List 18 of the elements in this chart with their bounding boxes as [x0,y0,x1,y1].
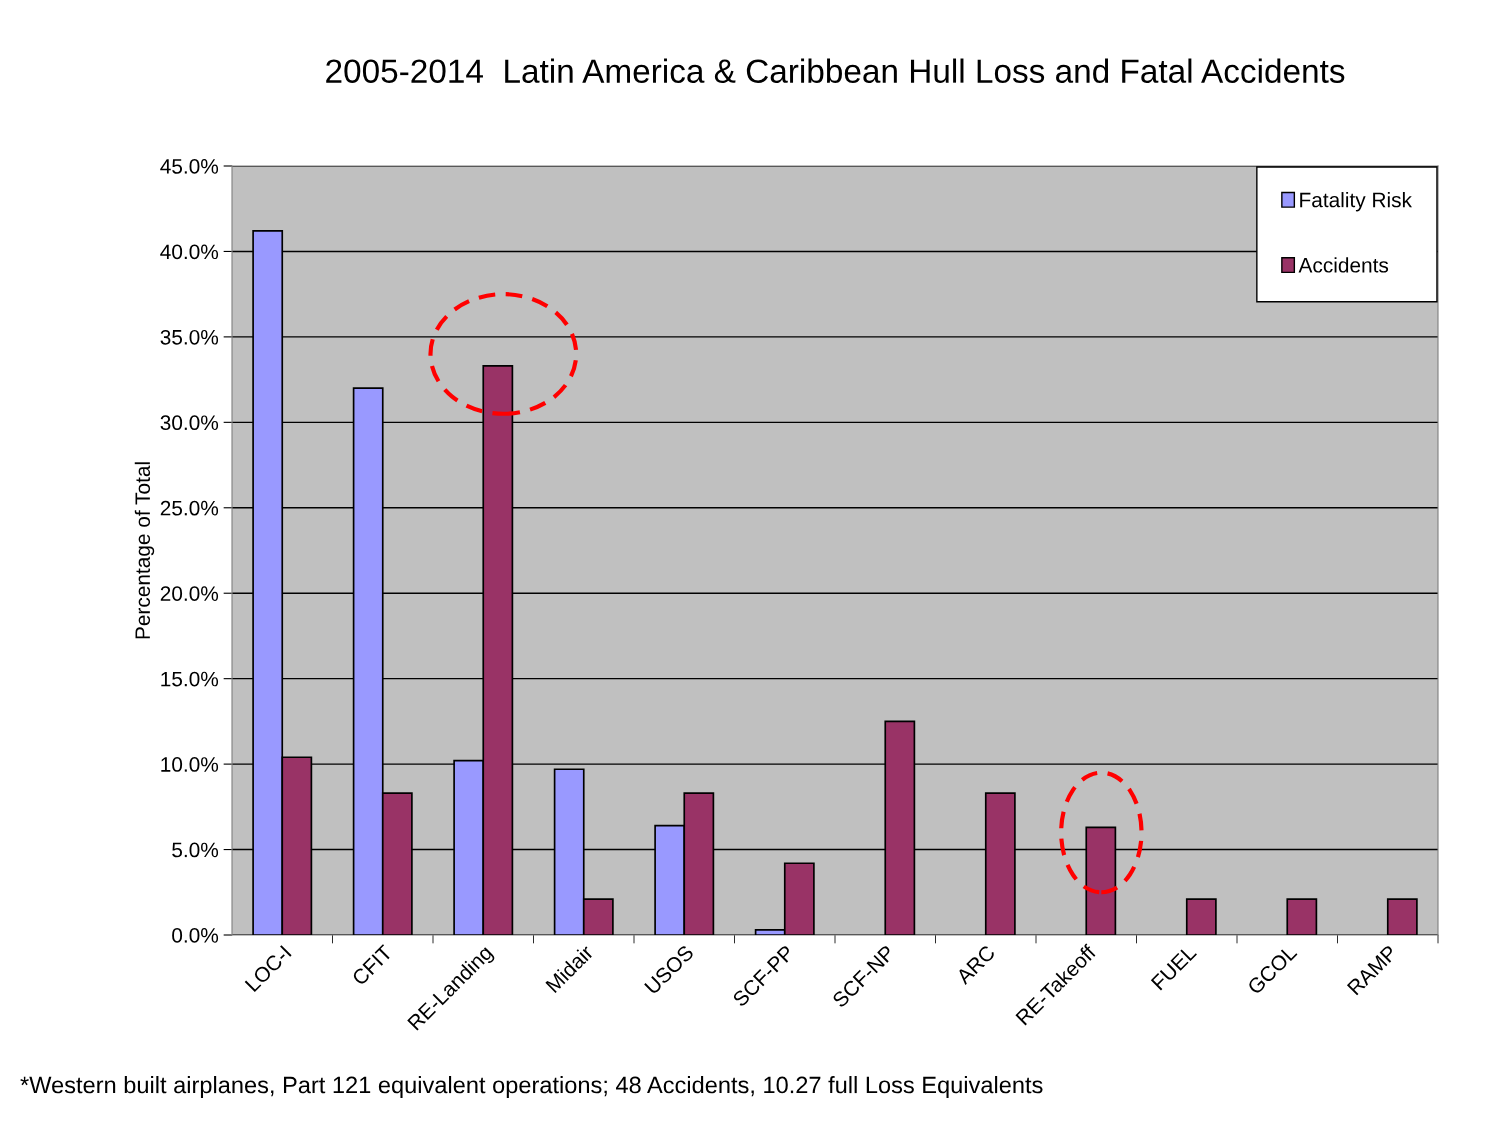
y-tick-label: 45.0% [160,159,219,174]
y-tick-label: 5.0% [172,842,219,858]
bar [1185,898,1217,935]
y-tick-label: 15.0% [161,671,219,687]
legend-label: Accidents [1298,257,1389,273]
bar [1286,898,1318,935]
chart-title: 2005-2014 Latin America & Caribbean Hull Loss and Fatal Accidents [326,58,1345,83]
y-tick-label: 10.0% [161,757,219,772]
y-tick-label: 35.0% [160,329,219,345]
y-tick-label: 25.0% [160,500,219,516]
bar [1386,898,1418,935]
y-tick-label: 30.0% [160,415,219,431]
y-tick-label: 0.0% [172,928,219,943]
y-axis-title: Percentage of Total [134,462,155,639]
y-tick-label: 40.0% [160,244,219,260]
text: *Western built airplanes, Part 121 equivalent operations; 48 Accidents, 10.27 full Loss Equivalents [20,1075,1043,1099]
y-tick-label: 20.0% [160,586,219,601]
legend-label: Fatality Risk [1300,192,1412,212]
